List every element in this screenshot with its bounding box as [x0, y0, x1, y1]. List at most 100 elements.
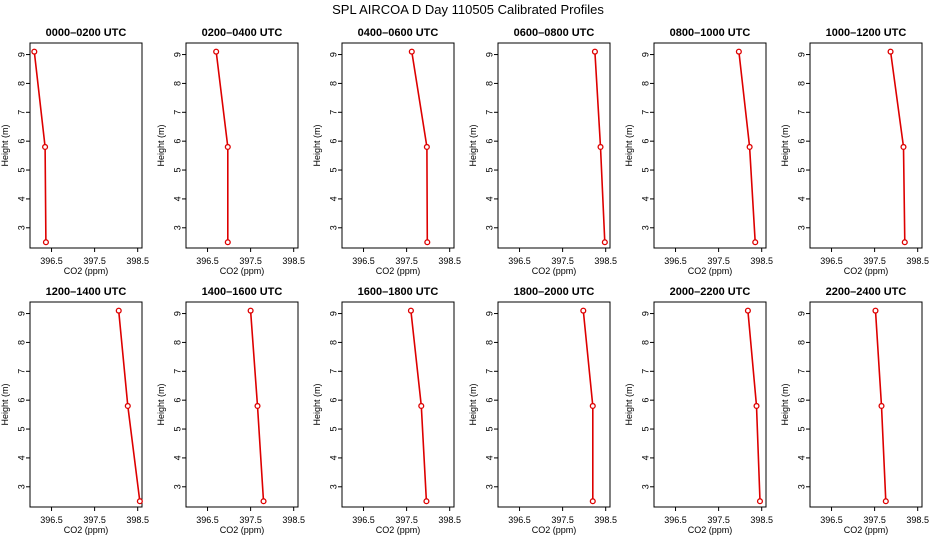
data-point	[900, 143, 907, 150]
x-tick-label: 398.5	[594, 256, 617, 266]
x-tick-label: 398.5	[438, 515, 461, 525]
y-tick-label: 5	[328, 168, 338, 173]
data-point	[124, 402, 131, 409]
plot-frame	[341, 301, 455, 508]
y-tick-label: 8	[484, 340, 494, 345]
y-tick-label: 6	[796, 398, 806, 403]
x-tick-label: 398.5	[906, 515, 929, 525]
x-tick-label: 398.5	[282, 256, 305, 266]
y-tick-label: 4	[640, 455, 650, 460]
profile-chart: 1200–1400 UTC 396.5 397.5 398.5 3 4 5 6 7 8 9 CO2 (…	[0, 286, 149, 535]
y-tick-label: 7	[172, 110, 182, 115]
data-point	[31, 48, 38, 55]
data-point	[753, 402, 760, 409]
y-tick-label: 7	[640, 110, 650, 115]
y-tick-label: 5	[328, 427, 338, 432]
profile-chart: 2200–2400 UTC 396.5 397.5 398.5 3 4 5 6 7 8 9 CO2 (…	[780, 286, 929, 535]
data-point	[136, 498, 143, 505]
x-tick-label: 398.5	[594, 515, 617, 525]
y-tick-label: 4	[640, 196, 650, 201]
x-tick-label: 396.5	[508, 256, 531, 266]
plot-frame	[185, 42, 299, 249]
x-tick-label: 397.5	[863, 515, 886, 525]
y-tick-label: 4	[16, 196, 26, 201]
profile-chart: 2000–2200 UTC 396.5 397.5 398.5 3 4 5 6 7 8 9 CO2 (…	[624, 286, 773, 535]
x-tick-label: 397.5	[551, 515, 574, 525]
chart-title: 0400–0600 UTC	[358, 27, 439, 39]
profile-chart: 1800–2000 UTC 396.5 397.5 398.5 3 4 5 6 7 8 9 CO2 (…	[468, 286, 617, 535]
y-tick-label: 5	[640, 168, 650, 173]
y-tick-label: 4	[172, 196, 182, 201]
x-tick-label: 396.5	[196, 515, 219, 525]
x-tick-label: 396.5	[820, 515, 843, 525]
y-axis-label: Height (m)	[624, 124, 634, 166]
data-point	[901, 239, 908, 246]
y-tick-label: 6	[328, 139, 338, 144]
data-point	[887, 48, 894, 55]
x-axis-label: CO2 (ppm)	[844, 525, 889, 535]
chart-title: 1800–2000 UTC	[514, 286, 595, 298]
profile-chart: 0400–0600 UTC 396.5 397.5 398.5 3 4 5 6 7 8 9 CO2 (…	[312, 27, 461, 276]
y-tick-label: 9	[16, 311, 26, 316]
data-point	[746, 143, 753, 150]
y-tick-label: 6	[484, 398, 494, 403]
profile-chart: 0800–1000 UTC 396.5 397.5 398.5 3 4 5 6 7 8 9 CO2 (…	[624, 27, 773, 276]
y-tick-label: 8	[172, 81, 182, 86]
plot-frame	[809, 301, 923, 508]
chart-title: 0000–0200 UTC	[46, 27, 127, 39]
chart-title: 0800–1000 UTC	[670, 27, 751, 39]
x-tick-label: 398.5	[438, 256, 461, 266]
data-point	[597, 143, 604, 150]
y-tick-label: 4	[16, 455, 26, 460]
y-tick-label: 3	[640, 225, 650, 230]
y-axis-label: Height (m)	[312, 124, 322, 166]
plot-frame	[29, 42, 143, 249]
plot-frame	[497, 301, 611, 508]
chart-title: 2000–2200 UTC	[670, 286, 751, 298]
plot-frame	[809, 42, 923, 249]
y-tick-label: 3	[796, 225, 806, 230]
x-axis-label: CO2 (ppm)	[532, 266, 577, 276]
y-tick-label: 4	[328, 196, 338, 201]
data-point	[735, 48, 742, 55]
y-tick-label: 8	[796, 340, 806, 345]
y-tick-label: 7	[328, 369, 338, 374]
x-tick-label: 396.5	[820, 256, 843, 266]
x-tick-label: 397.5	[863, 256, 886, 266]
x-tick-label: 396.5	[664, 515, 687, 525]
data-point	[247, 307, 254, 314]
y-tick-label: 4	[328, 455, 338, 460]
y-tick-label: 7	[484, 110, 494, 115]
y-tick-label: 3	[796, 484, 806, 489]
data-point	[591, 48, 598, 55]
data-point	[423, 498, 430, 505]
x-tick-label: 398.5	[906, 256, 929, 266]
data-point	[42, 239, 49, 246]
y-tick-label: 3	[484, 484, 494, 489]
y-tick-label: 4	[484, 196, 494, 201]
data-point	[744, 307, 751, 314]
data-point	[418, 402, 425, 409]
y-tick-label: 5	[640, 427, 650, 432]
x-tick-label: 396.5	[40, 256, 63, 266]
x-tick-label: 397.5	[707, 256, 730, 266]
data-point	[260, 498, 267, 505]
x-axis-label: CO2 (ppm)	[64, 266, 109, 276]
chart-title: 0200–0400 UTC	[202, 27, 283, 39]
y-axis-label: Height (m)	[468, 124, 478, 166]
x-tick-label: 396.5	[508, 515, 531, 525]
y-tick-label: 9	[16, 52, 26, 57]
y-tick-label: 3	[172, 225, 182, 230]
x-tick-label: 398.5	[750, 256, 773, 266]
plot-frame	[497, 42, 611, 249]
x-tick-label: 398.5	[282, 515, 305, 525]
plot-frame	[653, 42, 767, 249]
data-point	[589, 402, 596, 409]
y-axis-label: Height (m)	[156, 383, 166, 425]
data-point	[224, 143, 231, 150]
y-axis-label: Height (m)	[0, 383, 10, 425]
data-point	[752, 239, 759, 246]
y-tick-label: 9	[484, 52, 494, 57]
x-tick-label: 396.5	[196, 256, 219, 266]
